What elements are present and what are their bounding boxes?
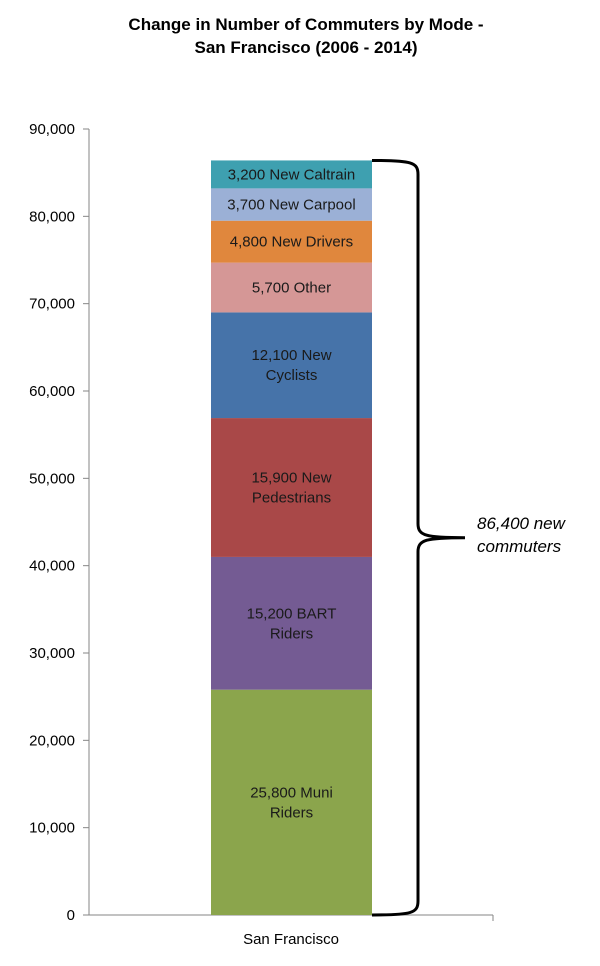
y-tick-label: 50,000: [29, 470, 75, 487]
segment-labels: 25,800 Muni Riders 15,200 BART Riders 15,900…: [227, 166, 355, 821]
y-tick-label: 80,000: [29, 208, 75, 225]
bar-segment-bart-riders: [211, 556, 372, 690]
data-label: Riders: [270, 625, 313, 642]
annotation-line-1: 86,400 new: [477, 514, 567, 533]
stacked-bar: [211, 160, 372, 915]
bar-segment-drivers: [211, 220, 372, 263]
y-tick-label: 0: [67, 907, 75, 924]
bar-segment-cyclists: [211, 312, 372, 419]
bar-segment-muni-riders: [211, 689, 372, 915]
bar-segment-carpool: [211, 188, 372, 221]
data-label: 4,800 New Drivers: [230, 234, 353, 251]
y-tick-label: 40,000: [29, 558, 75, 575]
x-category-label: San Francisco: [243, 931, 339, 948]
data-label: 3,200 New Caltrain: [228, 166, 356, 183]
y-axis-ticks: 0 10,000 20,000 30,000 40,000 50,000 60,000 70,…: [29, 121, 89, 924]
y-tick-label: 30,000: [29, 645, 75, 662]
data-label: 25,800 Muni: [250, 784, 333, 801]
y-tick-label: 90,000: [29, 121, 75, 138]
data-label: 15,900 New: [251, 470, 331, 487]
data-label: 3,700 New Carpool: [227, 197, 355, 214]
bar-segment-caltrain: [211, 160, 372, 189]
total-brace: [371, 158, 466, 917]
y-tick-label: 20,000: [29, 732, 75, 749]
bar-segment-other: [211, 262, 372, 313]
data-label: Cyclists: [266, 367, 318, 384]
y-tick-label: 10,000: [29, 820, 75, 837]
bar-segment-pedestrians: [211, 418, 372, 557]
chart-title-line-1: Change in Number of Commuters by Mode -: [128, 15, 483, 34]
chart-title-line-2: San Francisco (2006 - 2014): [194, 38, 417, 57]
data-label: 12,100 New: [251, 347, 331, 364]
y-tick-label: 60,000: [29, 383, 75, 400]
data-label: 5,700 Other: [252, 280, 331, 297]
y-tick-label: 70,000: [29, 296, 75, 313]
data-label: Riders: [270, 804, 313, 821]
data-label: 15,200 BART: [247, 605, 337, 622]
data-label: Pedestrians: [252, 490, 331, 507]
annotation-line-2: commuters: [477, 537, 562, 556]
